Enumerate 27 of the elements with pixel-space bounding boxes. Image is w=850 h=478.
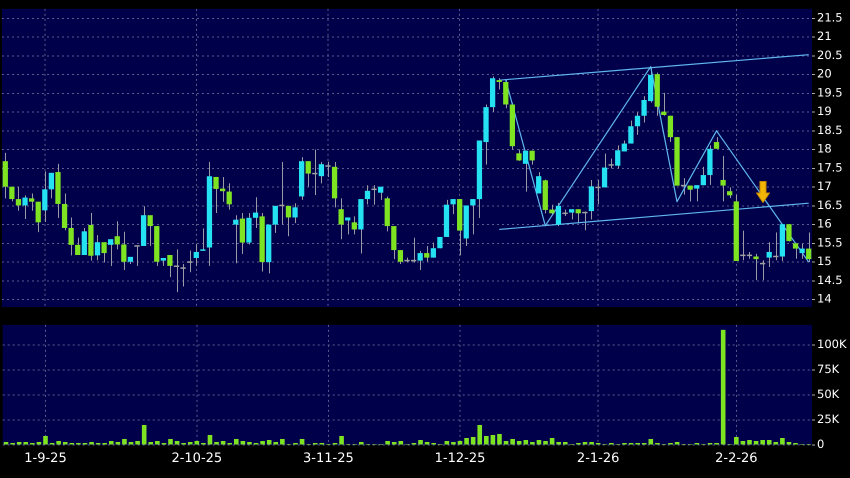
x-tick-label: 1-9-25: [24, 451, 67, 466]
x-tick-label: 3-11-25: [303, 451, 354, 466]
y-tick-label: 18: [817, 142, 832, 156]
y-tick-label: 16: [817, 216, 832, 231]
y-tick-label: 14.5: [817, 272, 843, 287]
y-tick-label: 14: [817, 292, 832, 306]
y-tick-label: 75K: [817, 362, 840, 376]
y-tick-label: 100K: [817, 336, 847, 351]
y-tick-label: 15: [817, 254, 832, 268]
y-tick-label: 17: [817, 179, 832, 194]
x-tick-label: 2-1-26: [576, 451, 620, 466]
y-tick-label: 50K: [817, 386, 840, 401]
x-tick-label: 1-12-25: [434, 451, 486, 466]
y-tick-label: 0: [817, 436, 824, 451]
y-tick-label: 19: [817, 104, 832, 118]
y-tick-label: 21: [817, 29, 832, 44]
y-tick-label: 15.5: [817, 235, 843, 250]
y-tick-label: 25K: [817, 412, 840, 426]
y-tick-label: 21.5: [817, 10, 843, 24]
y-tick-label: 17.5: [817, 160, 843, 174]
y-tick-label: 20: [817, 66, 832, 81]
y-tick-label: 19.5: [817, 85, 843, 100]
x-tick-label: 2-10-25: [171, 451, 222, 466]
x-tick-label: 2-2-26: [715, 451, 758, 466]
y-tick-label: 20.5: [817, 48, 843, 62]
y-tick-label: 18.5: [817, 122, 843, 137]
y-tick-label: 16.5: [817, 198, 843, 212]
